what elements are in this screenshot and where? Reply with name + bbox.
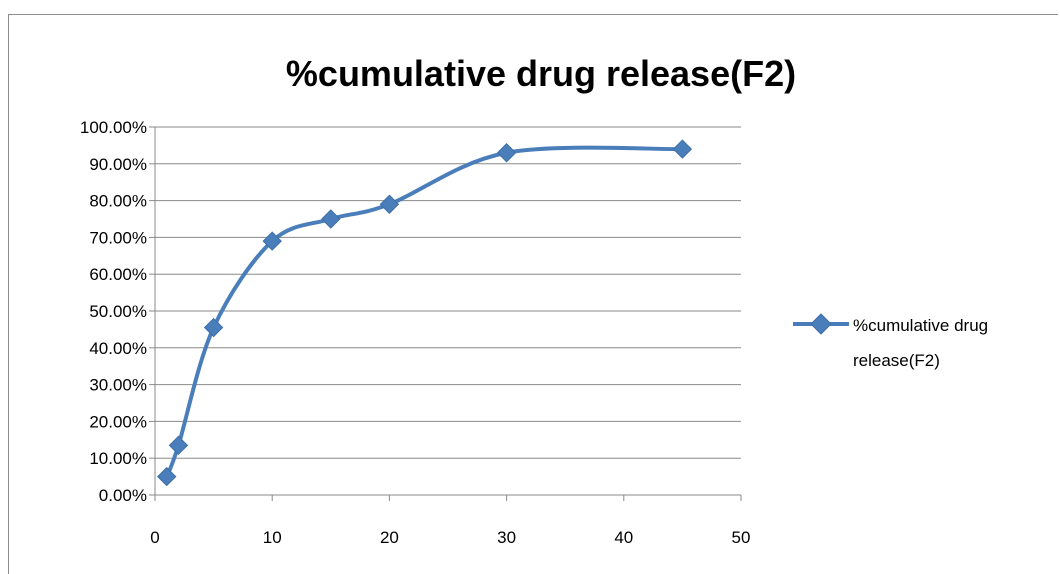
x-tick-label: 40 — [614, 528, 633, 547]
chart-frame — [8, 14, 1058, 574]
x-tick-label: 10 — [263, 528, 282, 547]
series-group — [157, 139, 693, 487]
chart-title: %cumulative drug release(F2) — [286, 53, 796, 94]
data-point-marker — [496, 143, 517, 163]
y-tick-label: 80.00% — [89, 192, 147, 211]
y-tick-label: 70.00% — [89, 228, 147, 247]
data-point-marker — [168, 435, 189, 456]
data-point-marker — [262, 231, 282, 251]
data-point-marker — [379, 194, 400, 214]
data-point-marker — [321, 209, 341, 229]
y-tick-label: 20.00% — [89, 412, 147, 431]
data-point-marker — [203, 317, 224, 338]
y-tick-label: 50.00% — [89, 302, 147, 321]
y-tick-label: 0.00% — [99, 486, 147, 505]
y-tick-label: 60.00% — [89, 265, 147, 284]
legend-label-line-2: release(F2) — [853, 351, 940, 370]
axes — [149, 126, 742, 501]
x-tick-label: 30 — [497, 528, 516, 547]
legend: %cumulative drug release(F2) — [793, 313, 988, 370]
x-tick-label: 20 — [380, 528, 399, 547]
data-point-marker — [672, 139, 693, 159]
y-tick-label: 10.00% — [89, 449, 147, 468]
y-tick-label: 30.00% — [89, 376, 147, 395]
gridlines — [155, 126, 741, 459]
legend-label-line-1: %cumulative drug — [853, 316, 988, 335]
y-tick-label: 90.00% — [89, 155, 147, 174]
y-tick-label: 40.00% — [89, 339, 147, 358]
series-line — [164, 145, 685, 479]
x-axis-tick-labels: 0 10 20 30 40 50 — [150, 528, 750, 547]
data-point-marker — [157, 466, 177, 487]
x-tick-label: 0 — [150, 528, 159, 547]
legend-marker — [810, 313, 832, 335]
x-tick-label: 50 — [732, 528, 751, 547]
y-axis-tick-labels: 0.00% 10.00% 20.00% 30.00% 40.00% 50.00% 60.00… — [80, 118, 147, 505]
y-tick-label: 100.00% — [80, 118, 147, 137]
